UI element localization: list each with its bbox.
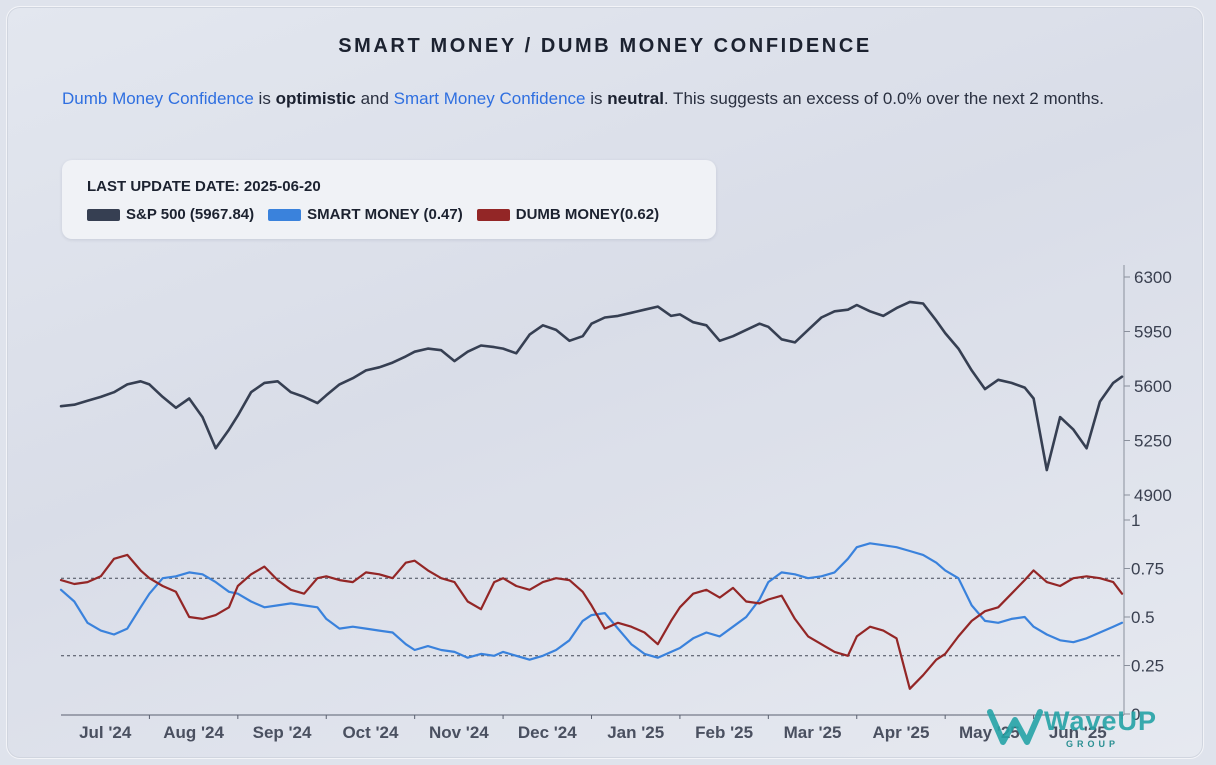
smart-money-link[interactable]: Smart Money Confidence <box>393 89 586 108</box>
legend-box: LAST UPDATE DATE: 2025-06-20 S&P 500 (59… <box>62 160 716 239</box>
page-title: SMART MONEY / DUMB MONEY CONFIDENCE <box>338 35 872 57</box>
price-tick-label-1: 5250 <box>1134 432 1172 451</box>
legend-items: S&P 500 (5967.84) SMART MONEY (0.47) DUM… <box>87 206 673 223</box>
logo-text: WaveUP <box>1044 706 1157 736</box>
summary-and: and <box>355 89 394 108</box>
legend-label-smart-money: SMART MONEY (0.47) <box>307 206 463 223</box>
x-tick-label-2: Sep '24 <box>253 723 312 742</box>
x-tick-label-5: Dec '24 <box>518 723 577 742</box>
smart-money-state: neutral <box>607 89 664 108</box>
confidence-tick-label-4: 1 <box>1131 511 1140 530</box>
chart-grid <box>61 577 1122 657</box>
chart-axes: 4900 5250 5600 5950 6300 0 0.25 0.5 0.75 1 Jul '24… <box>61 265 1172 742</box>
legend-swatch-dumb-money <box>476 208 510 221</box>
legend-label-sp500: S&P 500 (5967.84) <box>126 206 255 223</box>
legend-item-sp500[interactable]: S&P 500 (5967.84) <box>87 206 254 223</box>
summary-is-1: is <box>253 89 276 108</box>
confidence-tick-label-3: 0.75 <box>1131 560 1164 579</box>
price-tick-label-0: 4900 <box>1134 486 1172 505</box>
waveup-logo: WaveUP GROUP <box>987 706 1157 749</box>
dumb-money-state: optimistic <box>275 89 356 108</box>
x-tick-label-7: Feb '25 <box>695 723 753 742</box>
series-line-dumb-money <box>59 553 1124 690</box>
legend-item-dumb-money[interactable]: DUMB MONEY(0.62) <box>476 206 660 223</box>
confidence-tick-label-2: 0.5 <box>1131 608 1155 627</box>
confidence-tick-label-0: 0 <box>1131 705 1140 724</box>
price-tick-label-4: 6300 <box>1134 268 1172 287</box>
summary-text: Dumb Money Confidence is optimistic and … <box>62 86 1152 111</box>
chart-series <box>59 300 1124 690</box>
summary-is-2: is <box>585 89 608 108</box>
dumb-money-link[interactable]: Dumb Money Confidence <box>62 89 254 108</box>
x-tick-label-8: Mar '25 <box>784 723 842 742</box>
x-tick-label-9: Apr '25 <box>872 723 929 742</box>
price-tick-label-2: 5600 <box>1134 377 1172 396</box>
confidence-tick-label-1: 0.25 <box>1131 657 1164 676</box>
x-tick-label-4: Nov '24 <box>429 723 489 742</box>
x-tick-label-0: Jul '24 <box>79 723 132 742</box>
x-tick-label-11: Jun '25 <box>1049 723 1107 742</box>
legend-swatch-sp500 <box>87 208 120 221</box>
logo-wave-icon <box>987 709 1043 745</box>
legend-swatch-smart-money <box>268 208 302 221</box>
x-tick-label-3: Oct '24 <box>342 723 399 742</box>
summary-tail: . This suggests an excess of 0.0% over t… <box>663 89 1104 108</box>
series-line-sp500 <box>59 300 1124 472</box>
price-tick-label-3: 5950 <box>1134 323 1172 342</box>
logo-subtext: GROUP <box>1066 739 1119 749</box>
series-line-smart-money <box>59 542 1124 661</box>
legend-label-dumb-money: DUMB MONEY(0.62) <box>515 206 660 223</box>
x-tick-label-6: Jan '25 <box>607 723 664 742</box>
legend-item-smart-money[interactable]: SMART MONEY (0.47) <box>268 206 463 223</box>
last-update-date: LAST UPDATE DATE: 2025-06-20 <box>87 178 321 195</box>
x-tick-label-1: Aug '24 <box>163 723 224 742</box>
